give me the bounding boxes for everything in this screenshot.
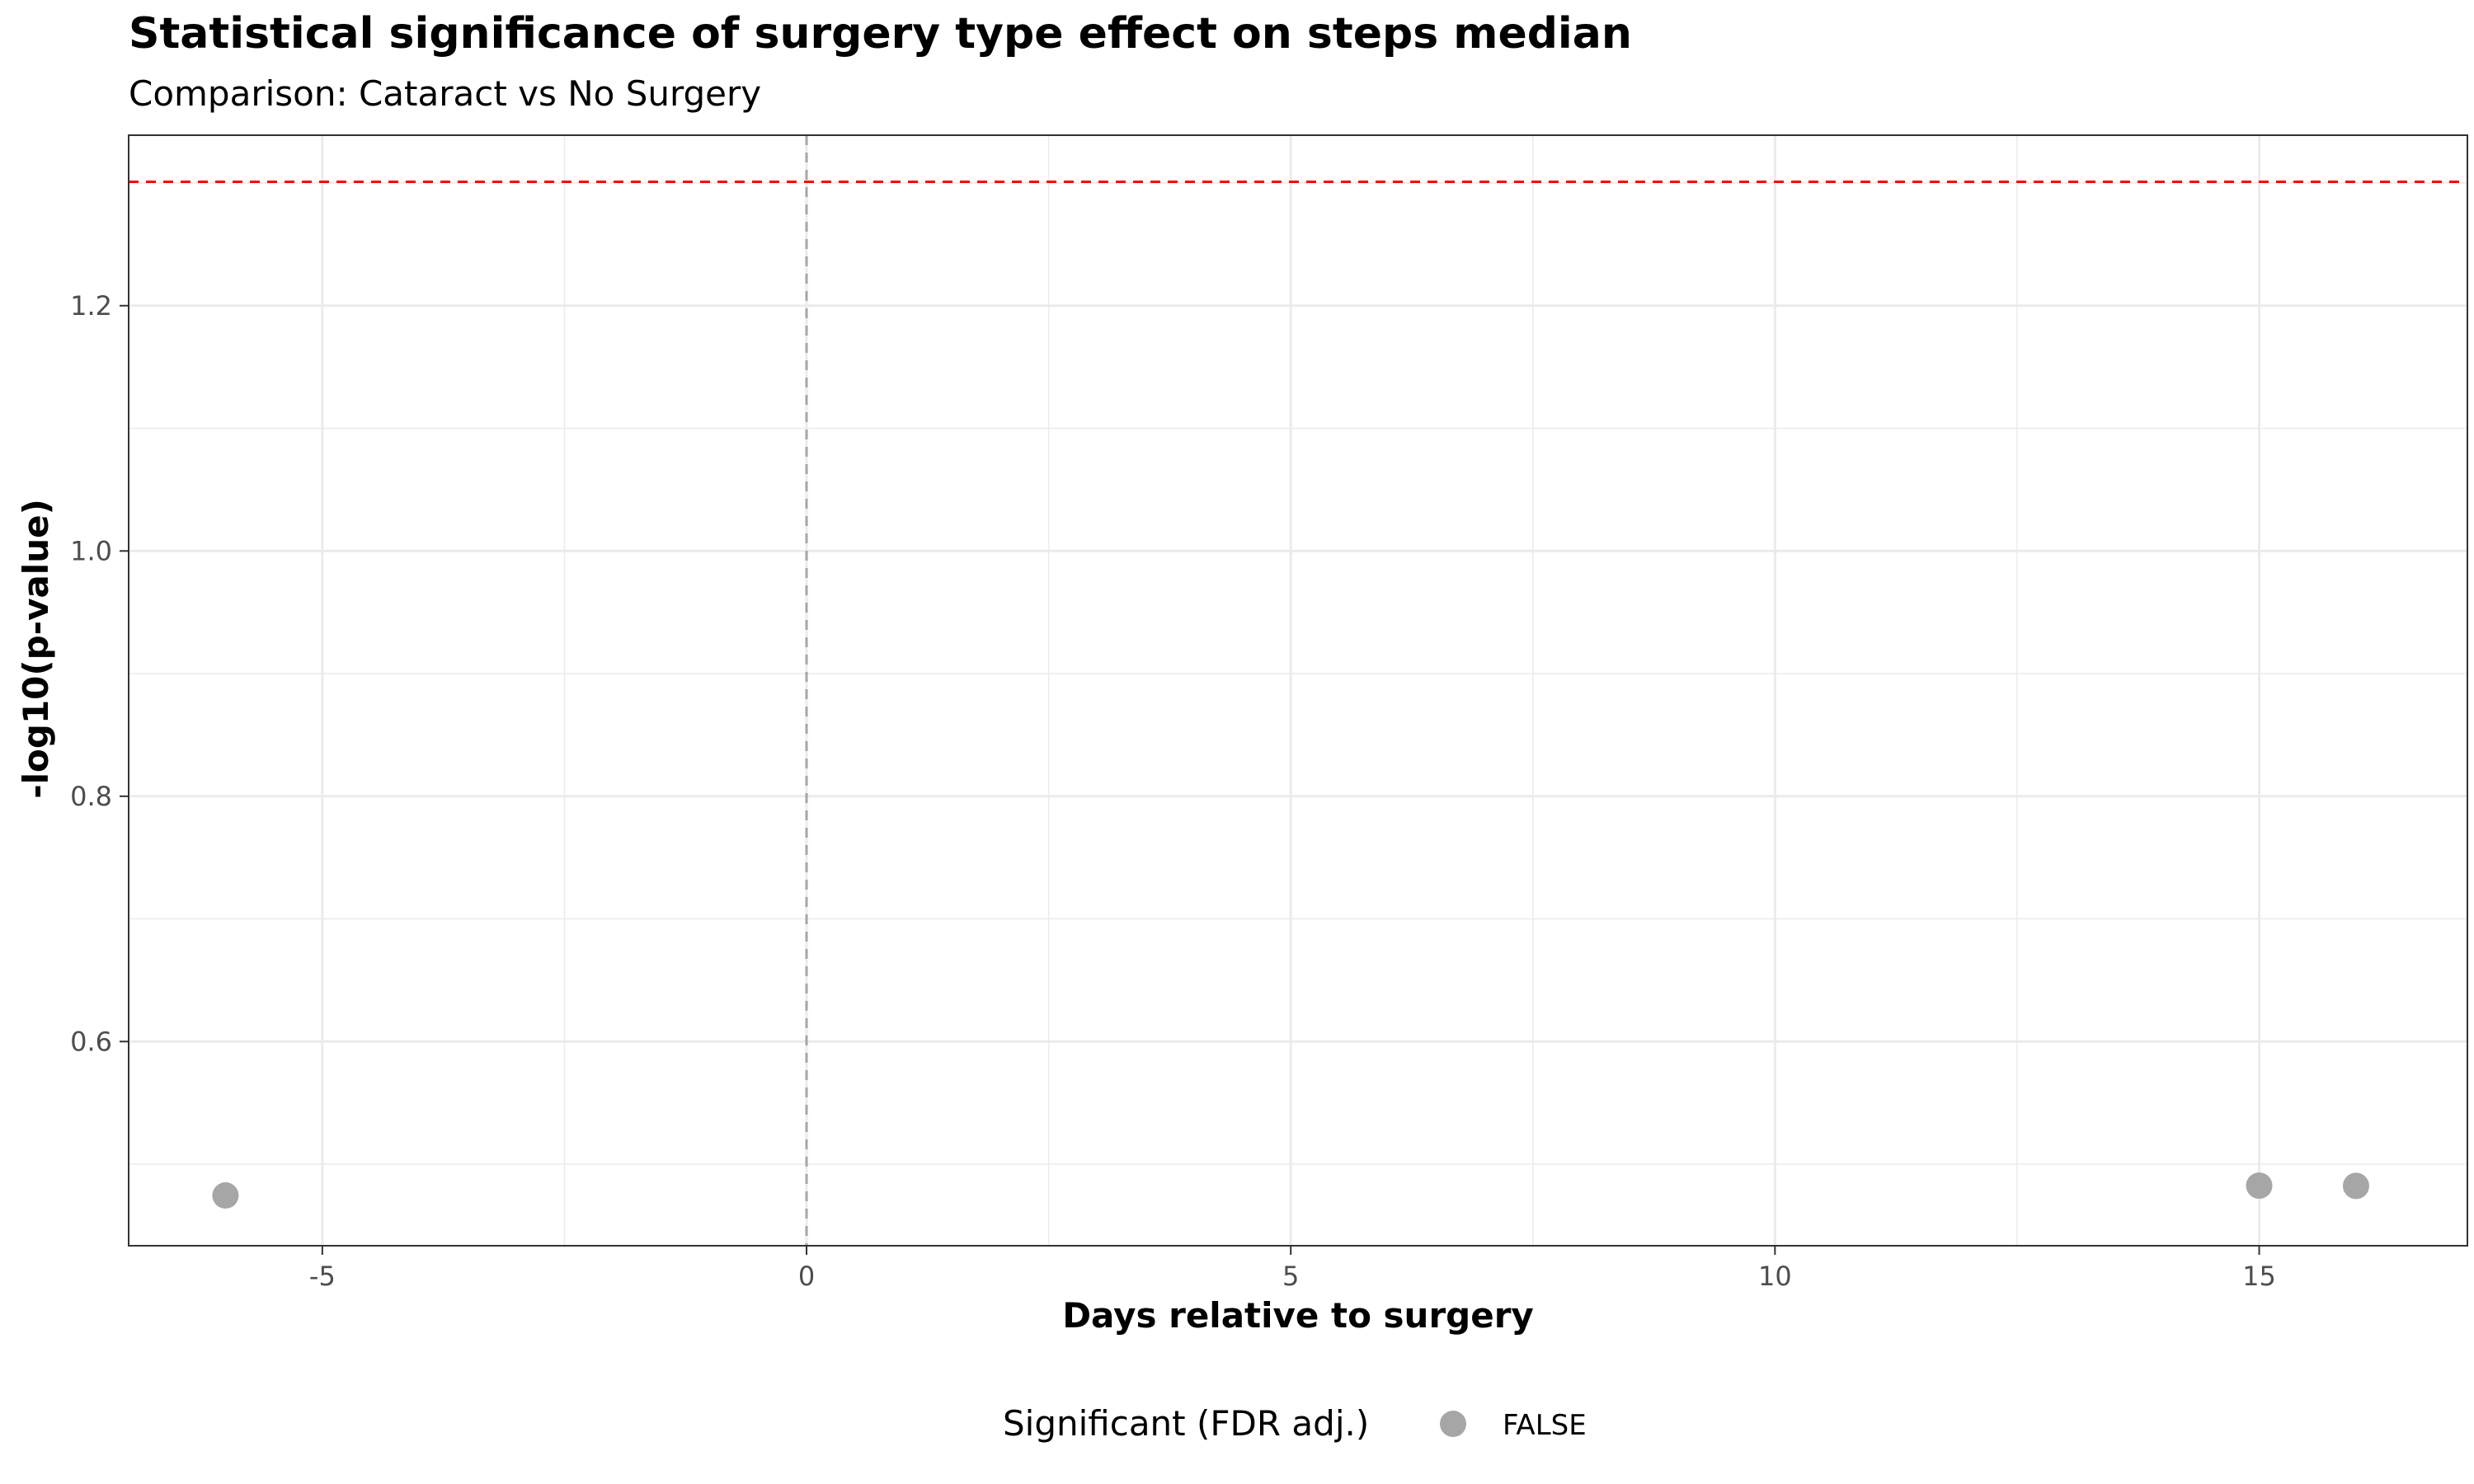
legend-label-false: FALSE [1503, 1409, 1587, 1442]
legend: Significant (FDR adj.) FALSE [1003, 1403, 1587, 1444]
plot-panel [129, 135, 2467, 1246]
panel-border [128, 134, 2468, 1247]
y-axis-ticks: 0.6 0.8 1.0 1.2 [70, 290, 129, 1057]
grid-lines [129, 135, 2467, 1246]
data-point [2342, 1172, 2369, 1200]
chart-title: Statistical significance of surgery type… [129, 9, 1632, 59]
y-tick-label: 0.8 [70, 781, 112, 812]
x-tick-label: 0 [798, 1261, 815, 1292]
legend-title: Significant (FDR adj.) [1003, 1403, 1369, 1444]
x-tick-label: 5 [1282, 1261, 1299, 1292]
x-tick-label: 15 [2242, 1261, 2276, 1292]
x-tick-label: -5 [309, 1261, 336, 1292]
y-tick-label: 1.2 [70, 290, 112, 322]
data-point [2246, 1172, 2273, 1200]
y-axis-title: -log10(p-value) [16, 499, 56, 799]
y-tick-label: 0.6 [70, 1026, 112, 1057]
x-axis-title: Days relative to surgery [1062, 1295, 1534, 1336]
data-point [212, 1182, 239, 1209]
x-tick-label: 10 [1758, 1261, 1792, 1292]
y-tick-label: 1.0 [70, 535, 112, 566]
legend-key-false [1440, 1411, 1466, 1437]
reference-lines [129, 135, 2467, 1246]
data-points [212, 1172, 2369, 1209]
x-axis-ticks: -5 0 5 10 15 [309, 1246, 2276, 1292]
chart-subtitle: Comparison: Cataract vs No Surgery [129, 73, 761, 114]
